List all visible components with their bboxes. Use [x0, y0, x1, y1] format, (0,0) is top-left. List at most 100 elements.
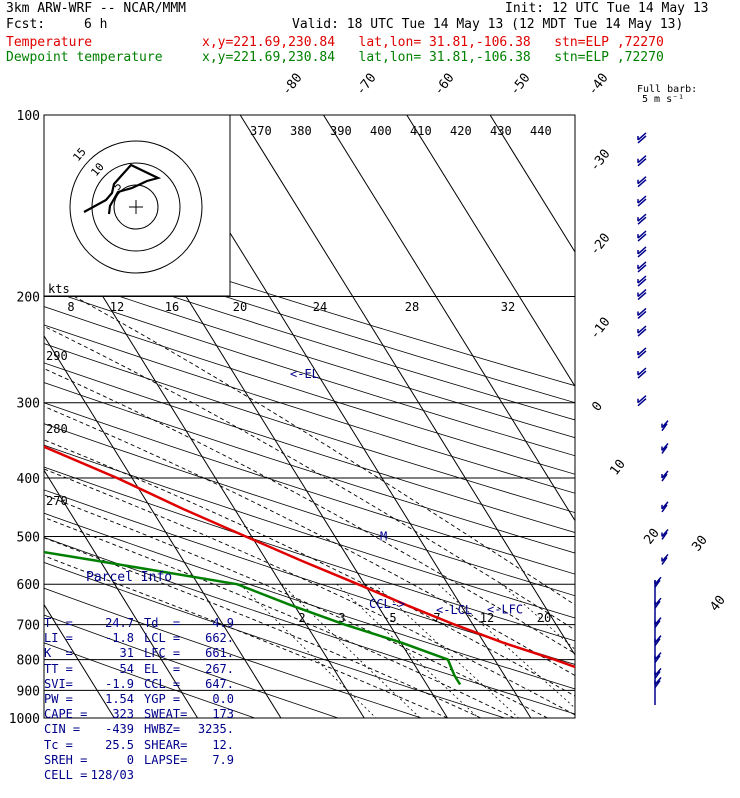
theta-label: 390 [330, 124, 352, 138]
hodograph-speed-label: 20 [233, 300, 247, 314]
mixing-ratio-label: 12 [480, 611, 494, 625]
isotherm-label: -50 [507, 71, 533, 99]
background-grid [44, 115, 575, 718]
wind-barb-shape [637, 367, 647, 379]
parcel-label: LFC = [144, 646, 181, 661]
parcel-label: CELL = [44, 768, 88, 783]
hodograph-trace [83, 163, 162, 215]
mixing-ratio-line [281, 583, 421, 718]
forecast-hour: 6 h [84, 17, 108, 32]
parcel-row: CIN = -439 HWBZ= 3235. [44, 722, 244, 737]
isotherm-label: -10 [587, 315, 613, 343]
hodograph-speed-label: 16 [165, 300, 179, 314]
wind-barb-shape [654, 635, 662, 647]
barb-legend: Full barb: [637, 84, 698, 95]
parcel-value: 1.54 [105, 692, 134, 707]
parcel-label: HWBZ= [144, 722, 181, 737]
isotherm-label: -40 [585, 71, 611, 99]
theta-label: 280 [46, 422, 68, 436]
wind-barb-shape [661, 501, 669, 513]
parcel-annotation: <-LFC [487, 603, 523, 617]
parcel-label: EL = [144, 661, 181, 676]
wind-barb [637, 275, 647, 287]
theta-label: 380 [290, 124, 312, 138]
mixing-ratio-line [239, 583, 377, 718]
dry-adiabat [44, 288, 575, 457]
dry-adiabat [44, 362, 575, 534]
wind-barb-shape [637, 246, 647, 258]
hodograph-ring [69, 140, 203, 274]
wind-barb-shape [637, 395, 647, 407]
wind-barb [661, 553, 669, 565]
wind-barb-shape [637, 195, 647, 207]
wind-barb [637, 230, 647, 242]
forecast-label: Fcst: [6, 17, 46, 32]
wind-barb [637, 325, 647, 337]
wind-barb [661, 442, 669, 454]
mixing-ratio-label: 2 [298, 611, 305, 625]
wind-barb-shape [637, 288, 647, 301]
parcel-value: 24.7 [105, 616, 134, 631]
pressure-tick-label: 300 [17, 397, 40, 412]
parcel-row: T = 24.7 Td = 4.9 [44, 616, 244, 631]
wind-barb-shape [637, 213, 647, 225]
wind-barb [661, 501, 669, 513]
wind-barb-shape [637, 230, 647, 242]
wind-barb-shape [654, 597, 662, 609]
parcel-value: 7.9 [212, 752, 234, 767]
parcel-value: -439 [105, 722, 134, 737]
parcel-label: LAPSE= [144, 752, 188, 767]
parcel-annotations: <-EL M CCL-> <-LCL <-LFC [290, 367, 523, 617]
parcel-annotation: CCL-> [369, 597, 405, 611]
theta-label: 370 [250, 124, 272, 138]
wind-barb [637, 367, 647, 379]
wind-barb [637, 261, 647, 273]
parcel-label: PW = [44, 692, 73, 707]
parcel-label: T = [44, 616, 73, 631]
wind-barb-shape [637, 325, 647, 337]
hodograph-unit-label: kts [48, 282, 70, 296]
wind-barb [654, 677, 662, 688]
sounding-profiles [44, 445, 575, 686]
dry-adiabat [44, 587, 422, 718]
hodograph-speed-label: 28 [405, 300, 419, 314]
wind-barb [661, 470, 669, 482]
parcel-info-panel: Parcel Info T = 24.7 Td = 4.9 LI = -1.8 LCL = 6… [44, 540, 244, 798]
dry-adiabat [44, 537, 575, 715]
parcel-label: SWEAT= [144, 707, 188, 722]
wind-barb [654, 597, 662, 609]
theta-label: 400 [370, 124, 392, 138]
dry-adiabat [44, 489, 575, 665]
wind-barb-shape [654, 576, 662, 588]
pressure-tick-label: 700 [17, 619, 40, 634]
wind-barb-shape [637, 307, 647, 320]
parcel-label: SREH = [44, 752, 88, 767]
isotherm-label: 40 [707, 593, 728, 615]
parcel-label [144, 768, 196, 783]
dry-adiabat [44, 562, 505, 718]
temperature-legend: Temperature [6, 35, 93, 50]
pressure-tick-label: 1000 [9, 712, 40, 727]
moist-adiabat [44, 555, 448, 718]
dry-adiabat [44, 444, 575, 619]
parcel-value: 31 [119, 646, 134, 661]
wind-barb [654, 635, 662, 647]
pressure-tick-label: 200 [17, 291, 40, 306]
parcel-row: CELL = 128/03 [44, 768, 244, 783]
pressure-tick-label: 900 [17, 684, 40, 699]
hodograph-speed-label: 8 [67, 300, 74, 314]
wind-barb-shape [661, 420, 669, 432]
wind-barb-shape [637, 261, 647, 273]
isotherm-line [44, 603, 115, 718]
parcel-label: LI = [44, 631, 73, 646]
barb-legend-unit: 5 m s⁻¹ [642, 94, 685, 105]
pressure-tick-label: 600 [17, 578, 40, 593]
mixing-ratio-label: 20 [537, 611, 551, 625]
wind-barb [654, 576, 662, 588]
wind-barb [637, 395, 647, 407]
parcel-value: 4.9 [212, 616, 234, 631]
isotherm-line [323, 115, 575, 522]
wind-barb [637, 288, 647, 301]
init-time: Init: 12 UTC Tue 14 May 13 [505, 1, 709, 16]
